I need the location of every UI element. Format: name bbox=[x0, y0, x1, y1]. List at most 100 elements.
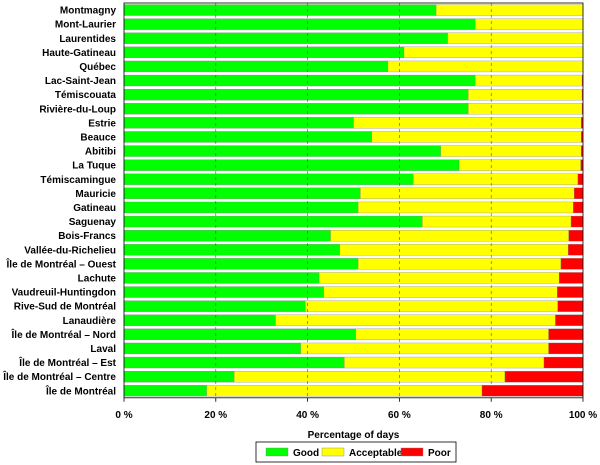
bar-acceptable-8 bbox=[353, 117, 582, 129]
bar-acceptable-14 bbox=[357, 201, 574, 214]
bar-acceptable-25 bbox=[344, 356, 545, 369]
bar-acceptable-13 bbox=[360, 187, 575, 200]
bar-poor-18 bbox=[560, 258, 584, 270]
category-label: Mont-Laurier bbox=[55, 20, 116, 31]
category-label: Témiscamingue bbox=[40, 175, 116, 186]
plot-frame bbox=[123, 2, 584, 399]
bar-acceptable-22 bbox=[275, 314, 556, 326]
category-label: Saguenay bbox=[69, 217, 117, 228]
x-tick-label: 40 % bbox=[296, 410, 319, 421]
category-label: Haute-Gatineau bbox=[42, 48, 116, 59]
bar-acceptable-12 bbox=[413, 173, 579, 185]
category-label: Abitibi bbox=[85, 147, 116, 158]
bar-good-26 bbox=[123, 370, 235, 383]
legend-swatch-good bbox=[265, 447, 289, 457]
category-label: Île de Montréal bbox=[45, 384, 116, 397]
bar-poor-20 bbox=[557, 286, 584, 298]
bar-good-9 bbox=[123, 131, 373, 143]
bar-good-19 bbox=[123, 272, 320, 284]
x-tick-label: 60 % bbox=[388, 410, 411, 421]
legend-box bbox=[255, 441, 457, 463]
bar-good-27 bbox=[123, 385, 207, 397]
bar-good-3 bbox=[123, 46, 405, 58]
bar-good-15 bbox=[123, 215, 423, 228]
category-label: Montmagny bbox=[60, 6, 117, 17]
legend-label-good: Good bbox=[293, 448, 319, 459]
category-label: Estrie bbox=[88, 118, 116, 129]
category-label: Rivière-du-Loup bbox=[39, 104, 116, 115]
bar-good-6 bbox=[123, 89, 469, 101]
category-label: Laurentides bbox=[59, 34, 116, 45]
bar-good-14 bbox=[123, 201, 359, 214]
bar-acceptable-7 bbox=[468, 103, 583, 115]
bar-acceptable-27 bbox=[206, 385, 483, 397]
bar-good-11 bbox=[123, 159, 460, 171]
x-tick-label: 100 % bbox=[569, 410, 597, 421]
bar-good-4 bbox=[123, 60, 389, 73]
bar-acceptable-2 bbox=[447, 32, 584, 44]
bar-poor-14 bbox=[573, 201, 584, 214]
category-label: Île de Montréal – Est bbox=[18, 356, 116, 369]
category-label: Vallée-du-Richelieu bbox=[24, 245, 116, 256]
category-label: Beauce bbox=[80, 132, 116, 143]
legend-label-acceptable: Acceptable bbox=[349, 448, 403, 459]
bar-good-21 bbox=[123, 300, 306, 312]
bar-good-25 bbox=[123, 356, 345, 369]
category-label: Lac-Saint-Jean bbox=[45, 76, 116, 87]
bars bbox=[123, 3, 584, 398]
bar-poor-21 bbox=[557, 300, 584, 312]
bar-good-13 bbox=[123, 187, 361, 200]
bar-good-5 bbox=[123, 74, 476, 87]
bar-poor-23 bbox=[548, 328, 584, 341]
bar-acceptable-17 bbox=[339, 244, 569, 256]
bar-acceptable-16 bbox=[330, 229, 569, 242]
legend-swatch-acceptable bbox=[321, 447, 345, 457]
category-label: Bois-Francs bbox=[58, 231, 116, 242]
category-label: Mauricie bbox=[75, 189, 116, 200]
category-label: Île de Montréal – Nord bbox=[11, 328, 116, 341]
bar-poor-27 bbox=[481, 385, 584, 397]
category-label: Île de Montréal – Ouest bbox=[6, 257, 117, 270]
bar-acceptable-11 bbox=[458, 159, 581, 171]
category-label: Laval bbox=[90, 344, 116, 355]
bar-good-22 bbox=[123, 314, 276, 326]
bar-poor-25 bbox=[543, 356, 584, 369]
bar-acceptable-23 bbox=[355, 328, 549, 341]
bar-good-18 bbox=[123, 258, 359, 270]
legend: Good Acceptable Poor bbox=[255, 441, 457, 463]
bar-good-1 bbox=[123, 18, 476, 30]
bar-good-8 bbox=[123, 117, 354, 129]
x-axis-title: Percentage of days bbox=[308, 430, 400, 441]
bar-poor-12 bbox=[577, 173, 584, 185]
legend-label-poor: Poor bbox=[428, 448, 451, 459]
category-label: Gatineau bbox=[73, 203, 116, 214]
bar-acceptable-4 bbox=[387, 60, 584, 73]
bar-good-12 bbox=[123, 173, 414, 185]
category-label: Lanaudière bbox=[63, 316, 117, 327]
bar-acceptable-6 bbox=[468, 89, 583, 101]
bar-acceptable-9 bbox=[371, 131, 582, 143]
bar-poor-17 bbox=[568, 244, 584, 256]
bar-acceptable-0 bbox=[435, 4, 584, 16]
bar-acceptable-26 bbox=[234, 370, 506, 383]
bar-acceptable-18 bbox=[357, 258, 562, 270]
bar-poor-16 bbox=[568, 229, 584, 242]
bar-good-16 bbox=[123, 229, 331, 242]
bar-good-7 bbox=[123, 103, 469, 115]
x-tick-label: 0 % bbox=[115, 410, 132, 421]
category-labels: Montmagny Mont-Laurier Laurentides Haute-Ga… bbox=[2, 6, 116, 398]
bar-good-0 bbox=[123, 4, 437, 16]
category-label: Lachute bbox=[78, 273, 117, 284]
bar-acceptable-15 bbox=[422, 215, 572, 228]
bar-acceptable-19 bbox=[318, 272, 560, 284]
legend-swatch-poor bbox=[400, 447, 424, 457]
category-label: Québec bbox=[79, 62, 116, 73]
bar-acceptable-3 bbox=[403, 46, 584, 58]
bar-poor-22 bbox=[555, 314, 584, 326]
category-label: La Tuque bbox=[72, 161, 116, 172]
category-label: Témiscouata bbox=[55, 90, 117, 101]
category-label: Rive-Sud de Montréal bbox=[14, 302, 116, 313]
category-label: Île de Montréal – Centre bbox=[2, 370, 116, 383]
category-label: Vaudreuil-Huntingdon bbox=[12, 288, 116, 299]
